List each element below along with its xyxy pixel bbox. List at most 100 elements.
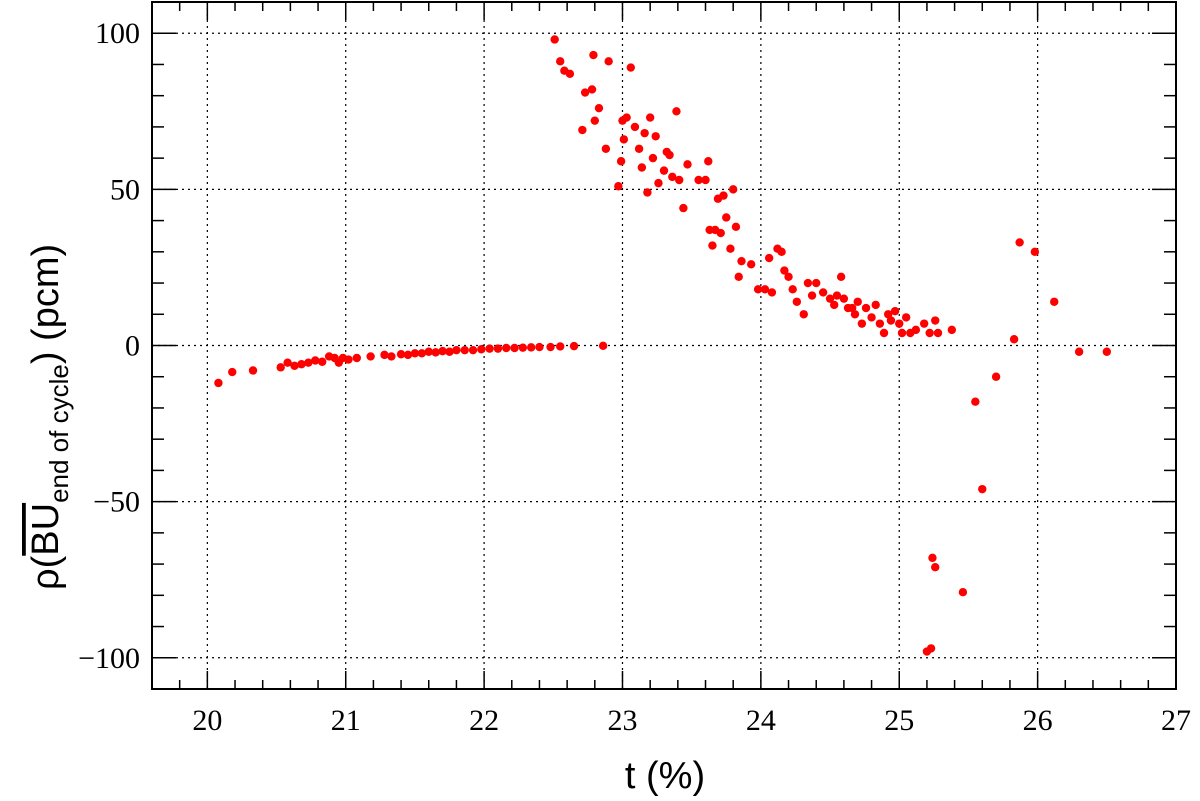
data-point <box>767 288 777 297</box>
y-axis-label-prefix: ρ( <box>25 555 67 590</box>
y-tick-label: 0 <box>125 330 140 363</box>
data-point <box>460 345 469 355</box>
data-point <box>807 291 817 300</box>
data-point <box>919 319 929 328</box>
data-point <box>799 310 808 319</box>
data-point <box>925 328 934 338</box>
data-point <box>871 300 880 310</box>
data-point <box>366 352 375 361</box>
data-point <box>839 294 849 303</box>
data-point <box>626 63 635 72</box>
data-point <box>722 213 731 222</box>
data-point <box>622 113 631 122</box>
data-point <box>318 357 327 366</box>
data-point <box>452 345 461 355</box>
x-tick-label: 21 <box>331 704 361 737</box>
x-tick-label: 24 <box>746 704 776 737</box>
data-point <box>477 345 486 354</box>
data-point <box>708 241 717 250</box>
data-point <box>589 50 598 60</box>
y-tick-label: 50 <box>110 173 140 206</box>
data-point <box>604 57 613 66</box>
data-point <box>565 69 575 79</box>
data-point <box>468 345 478 355</box>
data-point <box>672 107 681 116</box>
data-point <box>825 294 835 303</box>
y-axis-label-subscript: end of cycle <box>44 364 74 503</box>
data-point <box>746 260 756 269</box>
grid-lines <box>152 2 1176 689</box>
data-point <box>637 163 647 172</box>
data-point <box>228 367 237 377</box>
data-point <box>616 157 626 166</box>
data-point <box>958 587 968 597</box>
data-point <box>668 172 677 182</box>
data-point <box>304 358 313 367</box>
data-point <box>556 342 565 351</box>
data-point <box>590 116 600 125</box>
data-point <box>853 297 862 306</box>
data-point <box>410 349 420 358</box>
data-point <box>726 244 735 253</box>
data-point <box>283 358 292 367</box>
data-point <box>659 166 669 175</box>
data-point <box>1050 297 1059 306</box>
data-point <box>1015 238 1024 247</box>
data-point <box>276 363 285 372</box>
data-point <box>926 644 936 653</box>
data-point <box>344 355 353 364</box>
data-point <box>737 256 746 266</box>
data-point <box>679 203 688 213</box>
data-point <box>380 350 389 360</box>
data-point <box>614 182 623 191</box>
data-point <box>546 342 555 352</box>
data-point <box>764 253 774 263</box>
data-point <box>502 343 511 353</box>
data-point <box>991 372 1001 381</box>
data-point <box>665 150 674 160</box>
data-point <box>578 125 587 135</box>
data-point <box>634 144 644 153</box>
data-point <box>978 484 987 494</box>
data-point <box>569 341 579 351</box>
data-point <box>895 319 904 328</box>
data-point <box>867 313 876 322</box>
data-point <box>886 316 896 325</box>
y-axis-label: ρ(BUend of cycle) (pcm) <box>25 244 74 590</box>
data-point <box>396 350 406 359</box>
data-point <box>731 222 741 232</box>
data-point <box>911 325 921 335</box>
data-point <box>734 272 743 281</box>
data-point <box>648 153 658 163</box>
data-point <box>493 344 503 353</box>
data-point <box>675 175 684 185</box>
data-point <box>719 191 728 200</box>
data-point <box>780 266 789 275</box>
data-point <box>587 85 597 94</box>
data-point <box>832 291 842 300</box>
x-tick-label: 26 <box>1023 704 1053 737</box>
data-point <box>879 328 889 338</box>
data-point <box>445 347 454 356</box>
data-point <box>753 285 763 294</box>
data-point <box>683 160 692 169</box>
data-point <box>788 285 797 294</box>
data-point <box>431 348 440 357</box>
data-point <box>857 319 867 328</box>
x-tick-label: 23 <box>607 704 637 737</box>
data-point <box>352 353 361 363</box>
data-point <box>654 178 663 188</box>
y-axis-label-overline: BU <box>25 503 67 556</box>
data-point <box>1074 347 1084 356</box>
data-point <box>861 303 871 313</box>
data-point <box>933 328 943 338</box>
x-tick-label: 27 <box>1161 704 1191 737</box>
data-point <box>518 343 528 352</box>
data-point <box>1102 347 1112 356</box>
data-point <box>701 175 710 185</box>
data-point <box>594 103 604 113</box>
data-point <box>598 341 608 351</box>
data-point <box>836 272 846 281</box>
x-tick-labels: 20 21 22 23 24 25 26 27 <box>192 704 1191 737</box>
